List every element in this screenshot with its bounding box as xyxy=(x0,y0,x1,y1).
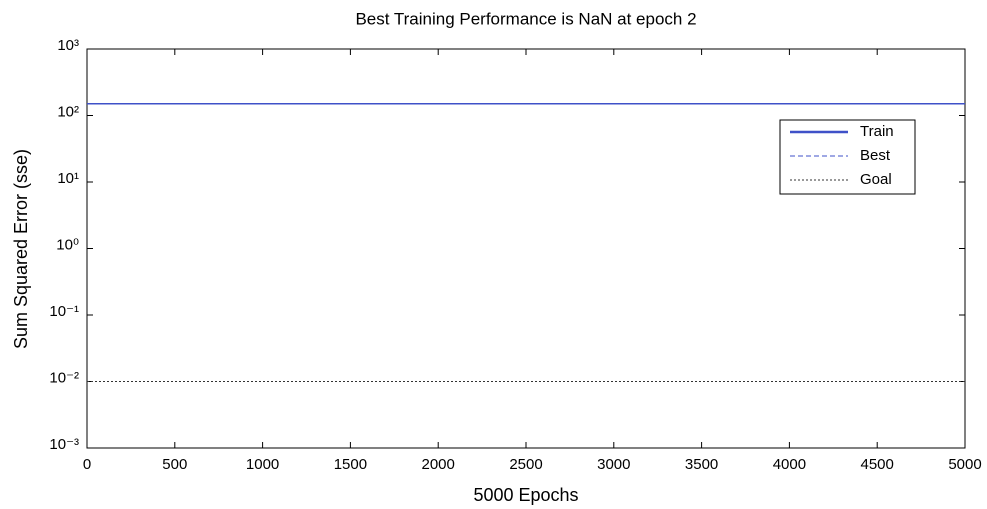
y-tick-label: 10³ xyxy=(57,37,79,54)
x-tick-label: 0 xyxy=(83,456,91,473)
x-tick-label: 5000 xyxy=(948,456,981,473)
plot-area xyxy=(86,48,966,449)
x-tick-label: 1500 xyxy=(334,456,367,473)
x-tick-label: 500 xyxy=(162,456,187,473)
legend-label: Goal xyxy=(860,171,892,188)
legend-label: Best xyxy=(860,147,891,164)
y-tick-label: 10⁰ xyxy=(56,236,79,253)
x-axis-title: 5000 Epochs xyxy=(473,485,578,505)
y-tick-label: 10⁻² xyxy=(49,369,79,386)
x-tick-label: 2500 xyxy=(509,456,542,473)
legend-label: Train xyxy=(860,123,894,140)
x-tick-label: 3500 xyxy=(685,456,718,473)
x-tick-label: 4500 xyxy=(861,456,894,473)
y-axis-title: Sum Squared Error (sse) xyxy=(11,149,31,349)
x-tick-label: 4000 xyxy=(773,456,806,473)
y-tick-label: 10² xyxy=(57,103,79,120)
y-tick-label: 10¹ xyxy=(57,170,79,187)
y-tick-label: 10⁻³ xyxy=(49,436,79,453)
chart-title: Best Training Performance is NaN at epoc… xyxy=(355,9,696,28)
y-tick-label: 10⁻¹ xyxy=(49,303,79,320)
x-tick-label: 2000 xyxy=(422,456,455,473)
x-tick-label: 3000 xyxy=(597,456,630,473)
x-tick-label: 1000 xyxy=(246,456,279,473)
